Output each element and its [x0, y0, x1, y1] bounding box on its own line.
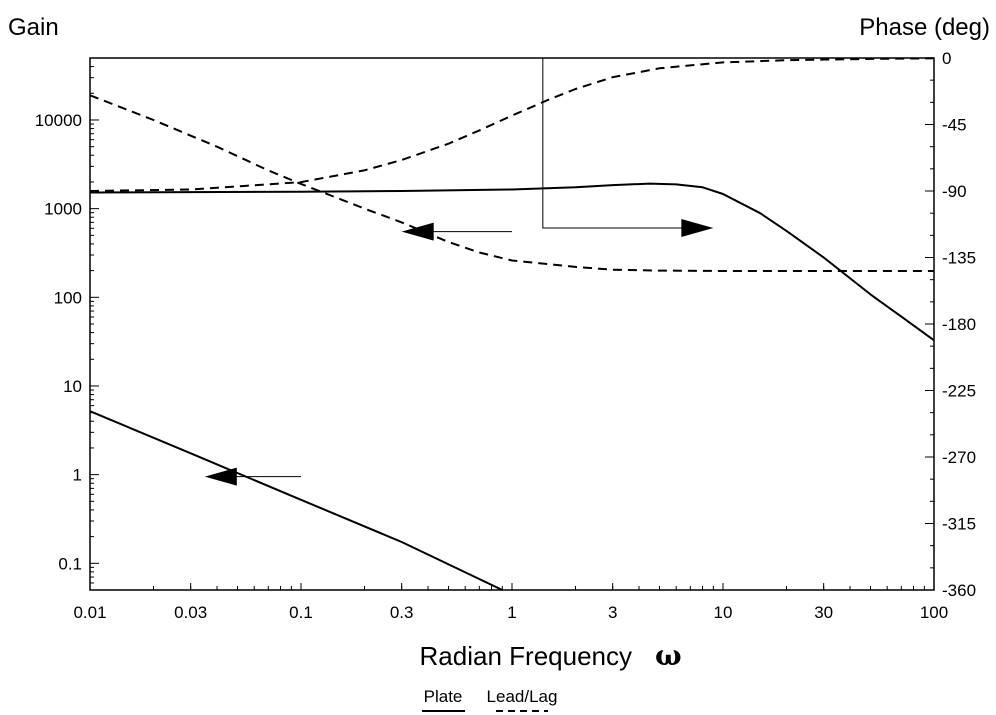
- y-right-tick-label: -315: [942, 515, 976, 534]
- y-right-tick-label: -270: [942, 448, 976, 467]
- x-tick-label: 10: [714, 603, 733, 622]
- axis-ticks: 0.01 0.03 0.1 0.3 1 3 10 30 100 0.1 1 10 100 1000 1000…: [35, 49, 976, 622]
- legend-label-plate: Plate: [424, 687, 463, 706]
- phase-arrow-head: [681, 218, 714, 237]
- y-right-tick-label: -90: [942, 182, 967, 201]
- y-left-tick-label: 10: [63, 377, 82, 396]
- legend: Plate Lead/Lag: [422, 687, 558, 712]
- y-right-tick-label: -45: [942, 116, 967, 135]
- y-left-tick-label: 100: [54, 288, 82, 307]
- y-right-tick-label: -225: [942, 382, 976, 401]
- x-tick-label: 0.01: [73, 603, 106, 622]
- plate-phase-line: [89, 182, 935, 342]
- y-left-tick-label: 1: [73, 466, 82, 485]
- phase-arrow-line: [542, 58, 694, 229]
- leadlag-phase-line: [89, 57, 935, 192]
- y-left-tick-label: 1000: [44, 200, 82, 219]
- y-right-tick-label: -360: [942, 581, 976, 600]
- series-layer: [89, 57, 935, 591]
- y-right-tick-label: -135: [942, 249, 976, 268]
- x-tick-label: 0.1: [289, 603, 313, 622]
- plate-gain-line: [89, 410, 503, 591]
- x-tick-label: 1: [507, 603, 516, 622]
- y-left-tick-label: 10000: [35, 111, 82, 130]
- annotation-layer: [204, 58, 714, 486]
- x-tick-label: 0.03: [174, 603, 207, 622]
- x-tick-label: 3: [608, 603, 617, 622]
- left-axis-title: Gain: [8, 14, 59, 41]
- legend-label-leadlag: Lead/Lag: [487, 687, 558, 706]
- x-tick-label: 100: [920, 603, 948, 622]
- x-tick-label: 30: [814, 603, 833, 622]
- x-tick-label: 0.3: [390, 603, 414, 622]
- x-axis-symbol: ω: [655, 639, 682, 672]
- gain-arrow-head: [401, 222, 434, 241]
- right-axis-title: Phase (deg): [859, 14, 990, 41]
- x-axis-label: Radian Frequency: [420, 641, 632, 671]
- y-right-tick-label: 0: [942, 49, 951, 68]
- gain-arrow-head: [204, 467, 237, 486]
- y-right-tick-label: -180: [942, 315, 976, 334]
- plot-frame: [89, 57, 935, 591]
- y-left-tick-label: 0.1: [58, 554, 82, 573]
